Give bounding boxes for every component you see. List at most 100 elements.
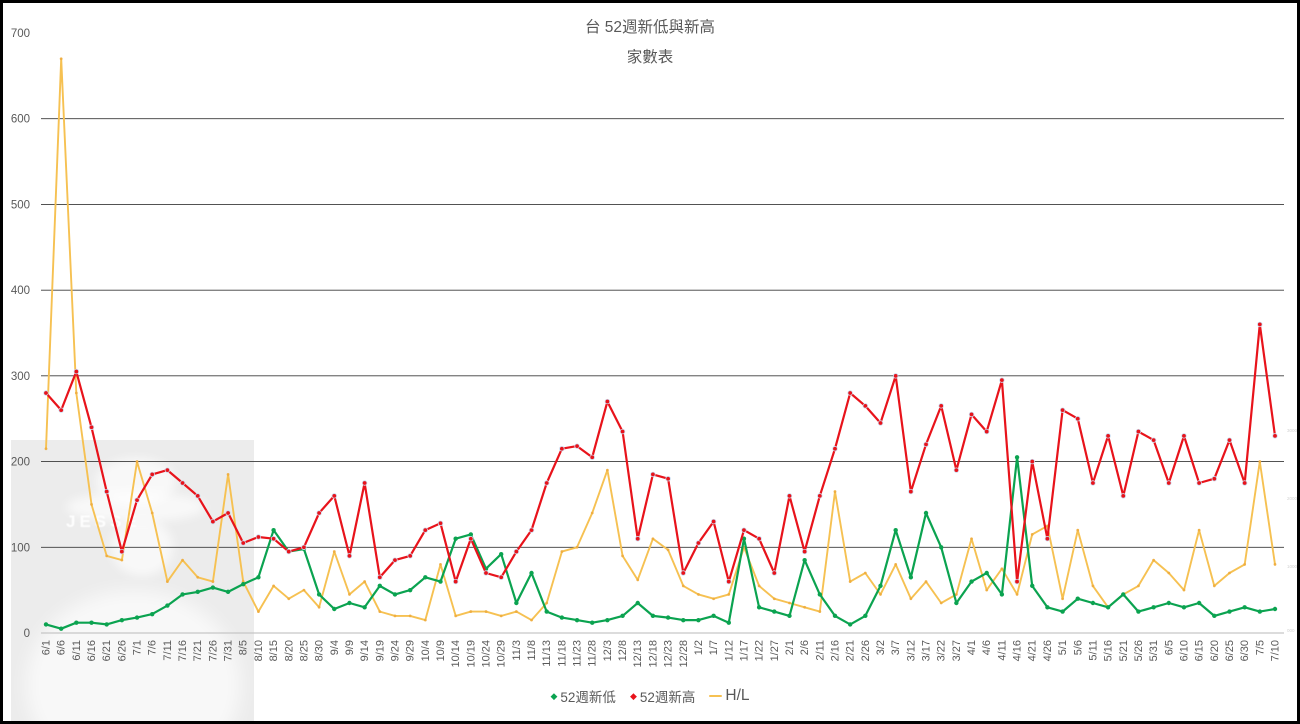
x-axis-tick-label: 6/10 (1178, 640, 1190, 661)
new-high-point (134, 497, 140, 503)
hl-point (1167, 571, 1171, 575)
new-low-point (1014, 455, 1020, 460)
x-axis-tick-label: 5/11 (1087, 640, 1099, 661)
new-high-point (58, 407, 64, 413)
x-axis-tick-label: 12/23 (663, 640, 675, 668)
new-high-point (756, 536, 762, 542)
hl-point (90, 503, 93, 506)
new-low-point (119, 617, 125, 623)
new-low-point (180, 592, 185, 597)
new-low-point (392, 592, 398, 597)
new-high-point (1181, 433, 1187, 439)
hl-point (1182, 588, 1186, 592)
x-axis-tick-label: 5/1 (1057, 640, 1069, 655)
hl-point (757, 584, 761, 588)
hl-point (1152, 558, 1156, 562)
x-axis-tick-label: 3/27 (951, 640, 963, 661)
new-low-point (1060, 609, 1065, 614)
chart-title-line2: 家數表 (626, 49, 674, 66)
hl-point (788, 601, 791, 605)
hl-point (560, 550, 564, 553)
new-high-point (1196, 480, 1202, 486)
hl-point (985, 588, 989, 592)
hl-point (590, 511, 594, 515)
x-axis-tick-label: 8/5 (238, 640, 250, 655)
hl-point (272, 584, 275, 588)
new-low-point (772, 609, 777, 614)
new-low-point (210, 585, 216, 590)
hl-point (135, 460, 139, 463)
x-axis-tick-label: 9/24 (389, 640, 401, 661)
new-high-point (1105, 433, 1111, 439)
new-high-point (1257, 321, 1263, 328)
x-axis-tick-label: 4/6 (981, 640, 993, 655)
new-high-point (695, 540, 702, 546)
hl-point (939, 601, 943, 605)
hl-point (44, 447, 48, 451)
new-low-point (316, 592, 322, 597)
new-low-point (605, 617, 610, 623)
new-low-point (377, 583, 383, 589)
hl-point (393, 614, 397, 618)
y-axis-labels: 0 100 200 300 400 500 600 700 (11, 28, 30, 640)
new-low-point (832, 613, 838, 619)
new-high-point (513, 548, 520, 555)
new-low-point (468, 532, 474, 537)
new-high-point (650, 471, 656, 478)
hl-point (530, 618, 533, 622)
x-axis-tick-label: 10/9 (435, 640, 447, 661)
legend-item-new-low: ◆ 52週新低 (550, 686, 615, 706)
new-high-point (210, 518, 216, 525)
hl-point (120, 558, 124, 562)
hl-point (924, 580, 928, 583)
x-axis-tick-label: 9/29 (405, 640, 417, 661)
new-high-point (680, 570, 686, 576)
new-low-point (89, 620, 94, 625)
x-axis-tick-label: 3/17 (921, 640, 933, 661)
x-axis-tick-label: 1/27 (769, 640, 781, 661)
new-low-point (514, 600, 519, 606)
new-high-point (422, 527, 429, 533)
legend-item-new-high: ◆ 52週新高 (630, 686, 695, 706)
hl-point (74, 391, 78, 395)
new-low-point (58, 626, 64, 631)
new-high-point (468, 536, 474, 542)
x-axis-tick-label: 1/7 (708, 640, 720, 655)
new-low-point (1242, 605, 1247, 610)
hl-point (1212, 584, 1216, 588)
new-low-point (134, 615, 140, 620)
new-high-point (635, 536, 641, 542)
hl-point (287, 597, 291, 601)
new-low-point (347, 600, 352, 606)
new-high-point (710, 518, 717, 525)
series-new-low (43, 455, 1278, 631)
new-low-point (1105, 605, 1111, 610)
x-axis-tick-label: 5/16 (1103, 640, 1115, 661)
new-high-point (331, 493, 337, 499)
x-axis-tick-label: 7/16 (177, 640, 189, 661)
new-high-point (149, 471, 155, 478)
hl-point (59, 57, 63, 61)
new-low-point (332, 606, 337, 612)
new-high-point (1090, 480, 1096, 486)
new-high-point (968, 411, 975, 418)
x-axis-tick-label: 9/14 (359, 640, 371, 661)
new-high-point (1241, 480, 1248, 486)
new-high-point (1226, 437, 1233, 443)
hl-point (484, 610, 488, 613)
y-axis-tick-label: 500 (11, 199, 30, 211)
new-low-point (150, 611, 155, 617)
new-high-point (999, 377, 1005, 383)
x-axis-tick-label: 6/15 (1194, 640, 1206, 661)
hl-point (378, 610, 382, 613)
x-axis-tick-label: 11/23 (572, 640, 584, 667)
x-axis-tick-label: 6/25 (1224, 640, 1236, 661)
new-high-line (44, 323, 1277, 583)
new-high-point (1029, 458, 1035, 465)
new-high-point (346, 553, 353, 559)
x-axis-tick-label: 3/7 (890, 640, 902, 655)
y-axis-tick-label: 200 (11, 457, 30, 469)
hl-point (1258, 460, 1262, 463)
y-axis-tick-label: 300 (11, 371, 30, 383)
x-axis-tick-label: 2/1 (784, 640, 796, 655)
